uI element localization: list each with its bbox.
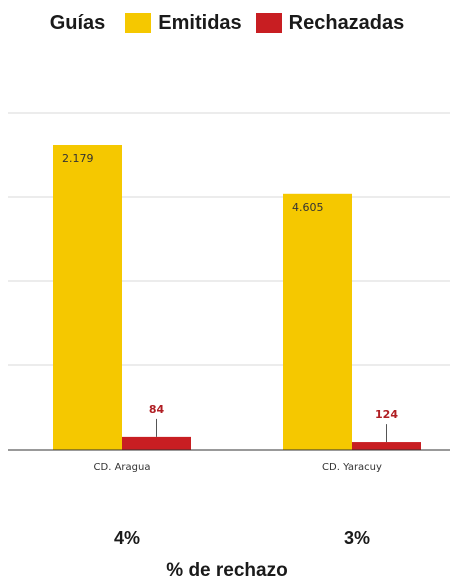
bar-rechazadas-0	[122, 436, 191, 450]
legend-swatch-rechazadas	[255, 13, 282, 33]
data-label-emitidas-1: 4.605	[292, 201, 324, 214]
rejection-percent-aragua: 4%	[113, 528, 141, 548]
category-label-0: CD. Aragua	[94, 462, 151, 473]
legend-title: Guías	[49, 11, 106, 34]
rejection-percent-yaracuy: 3%	[343, 528, 371, 548]
data-label-rechazadas-1: 124	[375, 408, 398, 421]
legend-item-emitidas: Emitidas	[125, 11, 242, 35]
legend-item-rechazadas: Rechazadas	[255, 11, 405, 35]
rejection-percents: 4% 3%	[0, 528, 454, 554]
chart-legend: Guías Emitidas Rechazadas	[0, 8, 454, 38]
legend-label-rechazadas: Rechazadas	[288, 11, 405, 34]
legend-swatch-emitidas	[125, 13, 152, 33]
bar-rechazadas-1	[352, 442, 421, 450]
bar-emitidas-1	[283, 193, 352, 451]
data-label-emitidas-0: 2.179	[62, 152, 94, 165]
data-label-rechazadas-0: 84	[149, 403, 165, 416]
bar-chart: 2.179 84 CD. Aragua 4.605 124 CD. Yaracuy	[8, 112, 450, 473]
category-label-1: CD. Yaracuy	[322, 462, 382, 473]
rejection-caption: % de rechazo	[166, 560, 288, 581]
bar-emitidas-0	[53, 145, 122, 450]
legend-label-emitidas: Emitidas	[158, 11, 242, 34]
